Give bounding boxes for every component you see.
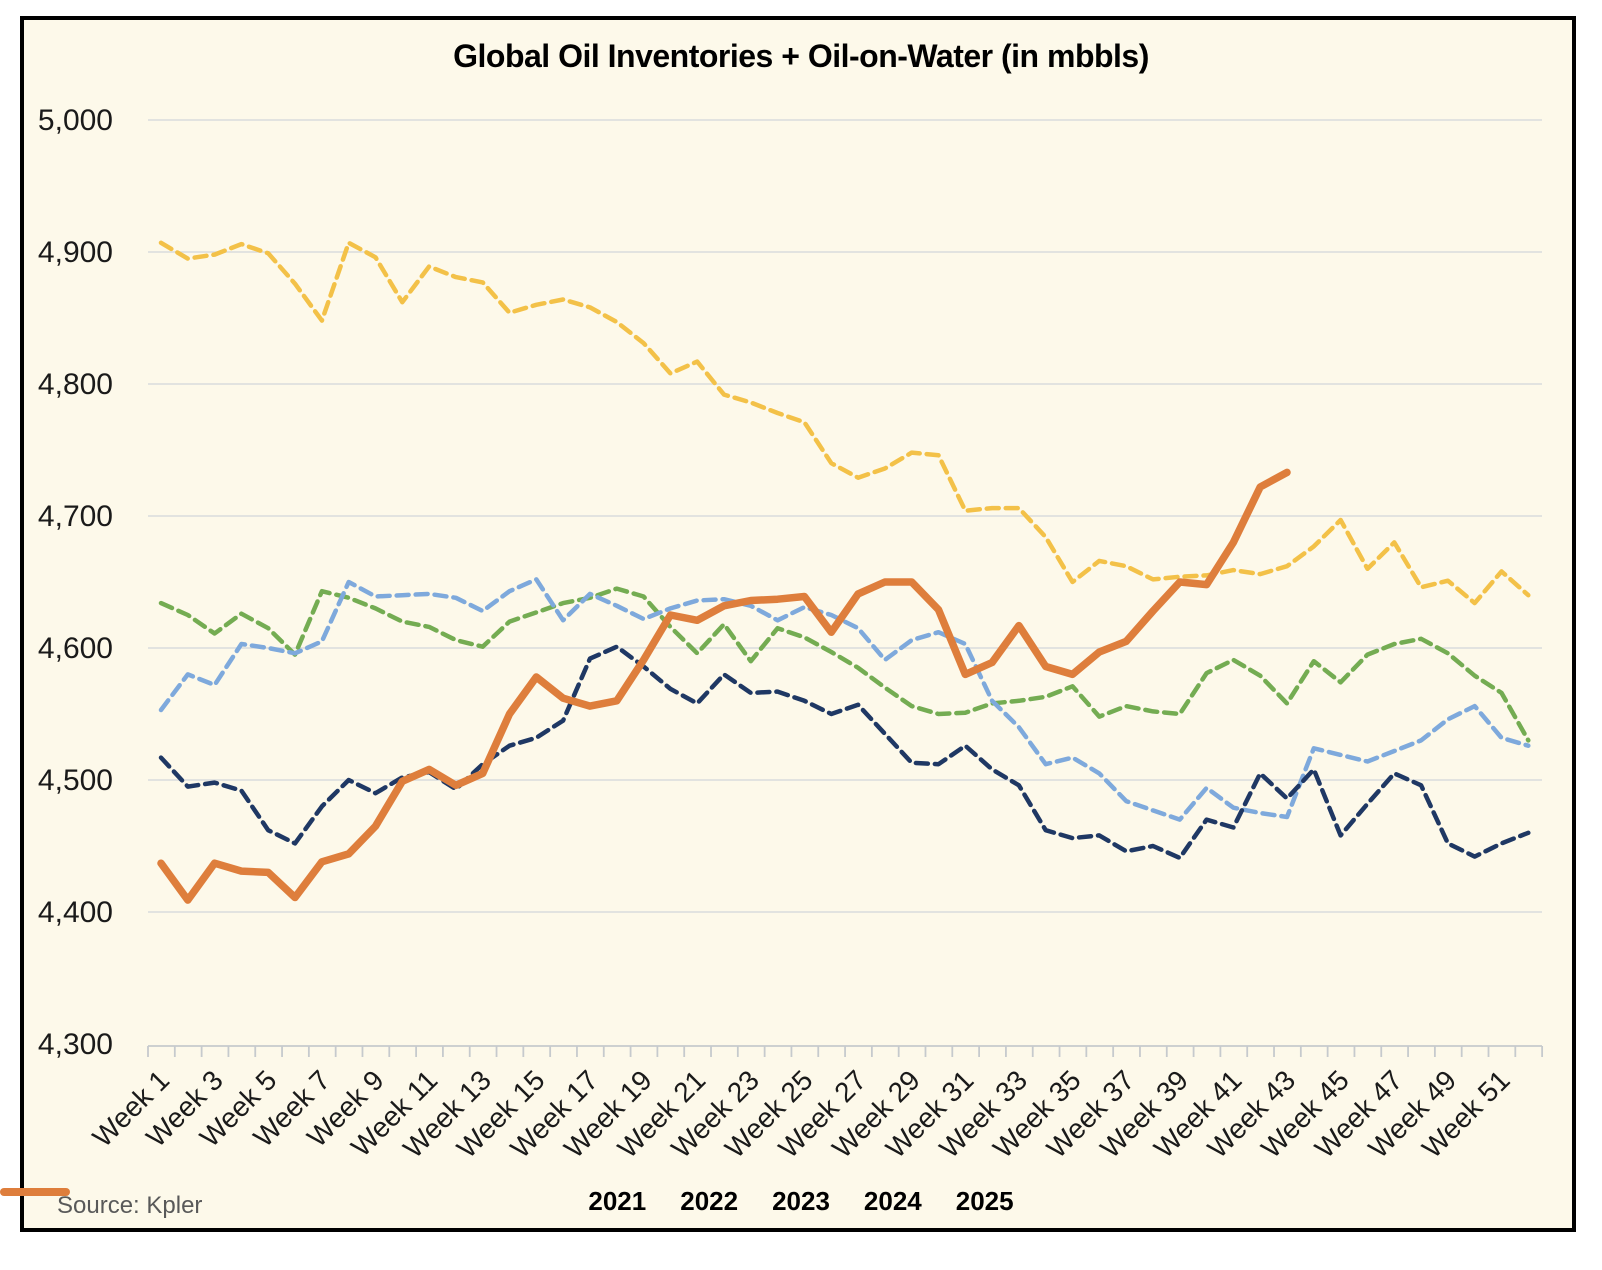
series-2022 [158, 586, 1531, 743]
legend-label-2025: 2025 [955, 1186, 1014, 1216]
chart-frame [20, 16, 1576, 1232]
y-axis-label: 4,400 [38, 896, 113, 929]
y-axis-label: 5,000 [38, 104, 113, 137]
legend-item-2024: 2024 [3, 1186, 922, 1217]
chart-title: Global Oil Inventories + Oil-on-Water (i… [453, 38, 1149, 74]
legend-item-2025: 2025 [0, 1186, 1014, 1217]
legend-item-2022: 2022 [3, 1186, 739, 1217]
y-axis-label: 4,900 [38, 236, 113, 269]
legend-item-2021: 2021 [3, 1186, 647, 1217]
y-axis-label: 4,500 [38, 764, 113, 797]
y-axis-label: 4,300 [38, 1028, 113, 1061]
legend-label-2023: 2023 [772, 1186, 830, 1216]
y-axis-label: 4,700 [38, 500, 113, 533]
legend-label-2022: 2022 [680, 1186, 739, 1216]
series-2021 [158, 240, 1531, 606]
series-2025 [157, 468, 1291, 904]
y-axis-label: 4,600 [38, 632, 113, 665]
source-note: Source: Kpler [57, 1192, 203, 1219]
legend-label-2024: 2024 [863, 1186, 922, 1216]
series-2024 [158, 644, 1531, 861]
y-axis-label: 4,800 [38, 368, 113, 401]
legend-item-2023: 2023 [3, 1186, 830, 1217]
legend-swatch-2025-icon [0, 1188, 70, 1196]
legend-label-2021: 2021 [588, 1186, 647, 1216]
series-2023 [158, 577, 1531, 822]
legend: 2021 2022 2023 2024 2025 [0, 1186, 1602, 1217]
